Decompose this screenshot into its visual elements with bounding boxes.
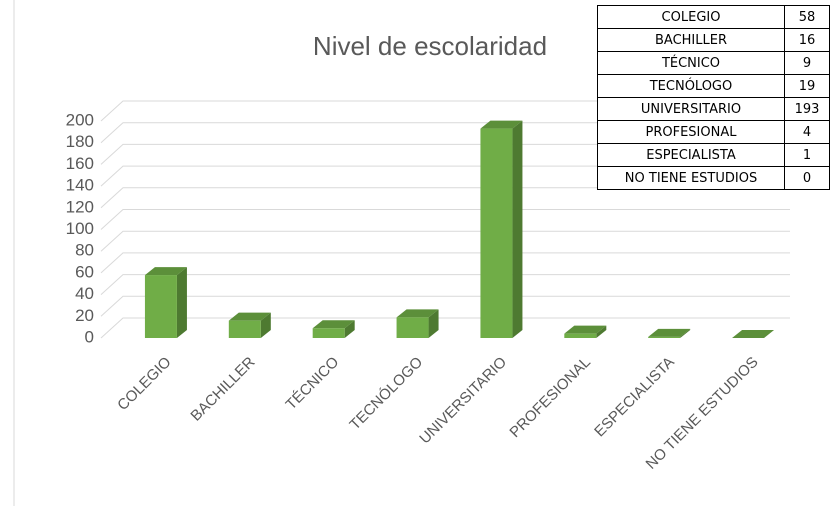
- grid-line: [100, 230, 790, 252]
- y-tick-label: 200: [66, 110, 94, 129]
- grid-line: [100, 143, 790, 165]
- bar: [480, 128, 513, 338]
- table-row: TÉCNICO 9: [597, 51, 830, 75]
- y-tick-label: 40: [75, 284, 94, 303]
- grid-line: [100, 295, 790, 317]
- table-row: PROFESIONAL 4: [597, 120, 830, 144]
- x-tick-label: BACHILLER: [187, 354, 258, 425]
- grid-line: [100, 187, 790, 209]
- y-tick-label: 140: [66, 176, 94, 195]
- bar-top: [144, 267, 187, 276]
- bar: [396, 317, 429, 338]
- y-tick-label: 20: [75, 306, 94, 325]
- table-value: 9: [784, 51, 830, 75]
- grid-line: [100, 209, 790, 230]
- table-category: ESPECIALISTA: [597, 143, 785, 167]
- table-value: 58: [784, 5, 830, 29]
- table-value: 193: [784, 97, 830, 121]
- grid-line: [100, 252, 790, 274]
- bar-top: [480, 120, 523, 129]
- bar-side: [176, 267, 187, 338]
- table-category: BACHILLER: [597, 28, 785, 52]
- bar-top: [312, 320, 355, 329]
- grid-line: [100, 274, 790, 295]
- table-row: ESPECIALISTA 1: [597, 143, 830, 167]
- table-category: NO TIENE ESTUDIOS: [597, 166, 785, 190]
- bar-top: [228, 312, 271, 321]
- table-row: NO TIENE ESTUDIOS 0: [597, 166, 830, 190]
- y-tick-label: 0: [85, 327, 94, 346]
- bar-side: [260, 312, 271, 338]
- x-tick-label: TECNÓLOGO: [346, 354, 426, 434]
- table-row: BACHILLER 16: [597, 28, 830, 52]
- bar: [564, 333, 597, 338]
- table-category: COLEGIO: [597, 5, 785, 29]
- bar: [228, 320, 261, 338]
- bar-side: [596, 325, 607, 338]
- table-category: TÉCNICO: [597, 51, 785, 75]
- table-category: TECNÓLOGO: [597, 74, 785, 98]
- x-tick-label: ESPECIALISTA: [591, 354, 678, 441]
- y-tick-label: 160: [66, 154, 94, 173]
- table-row: TECNÓLOGO 19: [597, 74, 830, 98]
- y-tick-label: 100: [66, 219, 94, 238]
- bar: [312, 328, 345, 338]
- y-tick-label: 60: [75, 262, 94, 281]
- bar-top: [732, 330, 775, 338]
- table-category: PROFESIONAL: [597, 120, 785, 144]
- grid-line: [100, 122, 790, 144]
- table-value: 1: [784, 143, 830, 167]
- bar-side: [680, 328, 691, 338]
- chart-title: Nivel de escolaridad: [313, 31, 547, 61]
- bar: [144, 275, 177, 338]
- bar-side: [344, 320, 355, 338]
- x-tick-label: COLEGIO: [114, 354, 174, 414]
- y-tick-label: 180: [66, 132, 94, 151]
- y-tick-label: 120: [66, 197, 94, 216]
- table-value: 16: [784, 28, 830, 52]
- table-category: UNIVERSITARIO: [597, 97, 785, 121]
- data-table: COLEGIO 58 BACHILLER 16 TÉCNICO 9 TECNÓLOGO 19 U…: [597, 5, 830, 190]
- bar-top: [648, 328, 691, 337]
- table-value: 4: [784, 120, 830, 144]
- table-value: 19: [784, 74, 830, 98]
- table-row: COLEGIO 58: [597, 5, 830, 29]
- bar-top: [396, 309, 439, 318]
- x-tick-label: TÉCNICO: [283, 354, 343, 414]
- table-value: 0: [784, 166, 830, 190]
- bar-side: [512, 120, 523, 338]
- grid-line: [100, 165, 790, 187]
- grid-line: [100, 317, 790, 339]
- bar-side: [428, 309, 439, 338]
- bar: [648, 336, 681, 338]
- bar-top: [564, 325, 607, 334]
- y-tick-label: 80: [75, 241, 94, 260]
- x-tick-label: UNIVERSITARIO: [416, 354, 510, 448]
- x-tick-label: PROFESIONAL: [506, 354, 593, 441]
- table-row: UNIVERSITARIO 193: [597, 97, 830, 121]
- grid-line: [100, 100, 790, 122]
